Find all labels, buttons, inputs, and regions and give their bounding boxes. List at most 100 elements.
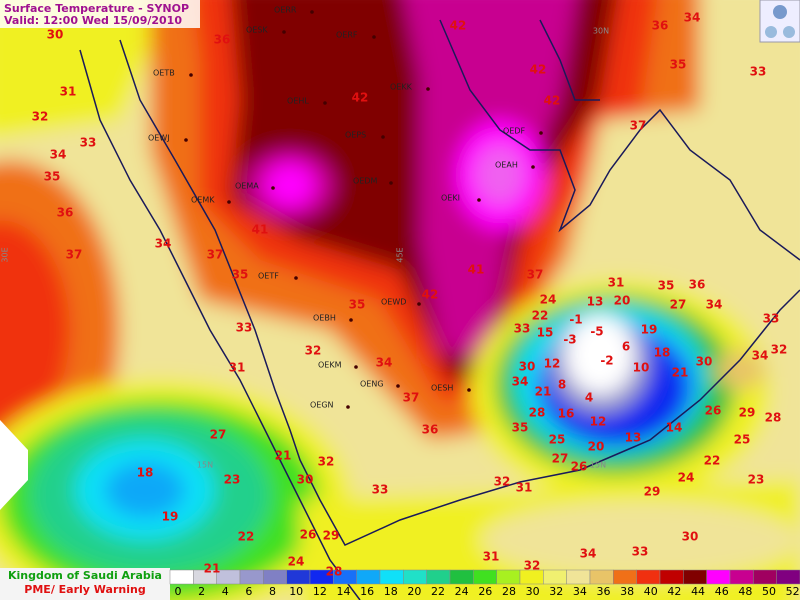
station-code: OETF: [258, 272, 279, 281]
temperature-label: 26: [300, 528, 317, 542]
station-code: OEKK: [390, 83, 413, 92]
legend-swatch: [729, 569, 754, 585]
temperature-label: 41: [252, 223, 269, 237]
legend-tick-label: 42: [667, 585, 681, 598]
temperature-label: 25: [734, 433, 751, 447]
legend-swatch: [776, 569, 800, 585]
legend-tick-label: 44: [691, 585, 705, 598]
temperature-label: 34: [155, 237, 172, 251]
temperature-label: 20: [588, 440, 605, 454]
temperature-label: 35: [512, 421, 529, 435]
legend-swatch: [613, 569, 637, 585]
title: Surface Temperature - SYNOP: [4, 2, 189, 15]
station-code: OEDF: [503, 127, 526, 136]
temperature-label: 42: [422, 288, 439, 302]
temperature-label: 24: [678, 471, 695, 485]
temperature-label: 29: [644, 485, 661, 499]
legend-tick-label: 14: [336, 585, 350, 598]
temperature-label: 30: [297, 473, 314, 487]
temperature-label: 35: [349, 298, 366, 312]
station-code: OEGN: [310, 401, 334, 410]
temperature-label: 33: [80, 136, 97, 150]
legend-tick-label: 18: [384, 585, 398, 598]
grid-label: 30N: [593, 27, 609, 36]
temperature-label: 30: [47, 28, 64, 42]
station-code: OEWD: [381, 298, 406, 307]
grid-label: 15N: [197, 461, 213, 470]
station-code: OEWJ: [148, 134, 170, 143]
station-dot: [271, 186, 275, 190]
legend-swatch: [683, 569, 707, 585]
temperature-label: 28: [326, 565, 343, 579]
footer-panel: [0, 568, 170, 600]
temperature-label: 28: [529, 406, 546, 420]
valid-time: Valid: 12:00 Wed 15/09/2010: [4, 14, 182, 27]
temperature-label: 27: [670, 298, 687, 312]
temperature-label: 33: [750, 65, 767, 79]
station-dot: [294, 276, 298, 280]
temperature-label: 33: [763, 312, 780, 326]
station-dot: [381, 135, 385, 139]
legend-tick-label: 8: [269, 585, 276, 598]
temperature-label: 32: [524, 559, 541, 573]
temperature-label: 35: [232, 268, 249, 282]
temperature-label: 32: [318, 455, 335, 469]
legend-swatch: [496, 569, 521, 585]
temperature-label: 22: [238, 530, 255, 544]
temperature-label: 28: [765, 411, 782, 425]
temperature-label: 24: [540, 293, 557, 307]
legend-tick-label: 12: [313, 585, 327, 598]
legend-tick-label: 34: [573, 585, 587, 598]
legend-swatch: [239, 569, 264, 585]
temperature-label: 42: [352, 91, 369, 105]
station-dot: [354, 365, 358, 369]
temperature-label: 21: [275, 449, 292, 463]
temperature-label: 26: [571, 460, 588, 474]
legend-tick-label: 16: [360, 585, 374, 598]
legend-tick-label: 52: [786, 585, 800, 598]
temperature-label: 16: [558, 407, 575, 421]
temperature-label: 4: [585, 391, 593, 405]
temperature-label: 19: [162, 510, 179, 524]
legend-tick-label: 22: [431, 585, 445, 598]
station-dot: [426, 87, 430, 91]
temperature-label: 21: [204, 562, 221, 576]
temperature-label: 31: [229, 361, 246, 375]
temperature-label: -2: [600, 354, 613, 368]
legend-swatch: [473, 569, 497, 585]
temperature-label: 31: [483, 550, 500, 564]
temperature-label: 37: [66, 248, 83, 262]
temperature-label: 34: [706, 298, 723, 312]
legend-swatch: [753, 569, 777, 585]
footer-country: Kingdom of Saudi Arabia: [8, 569, 162, 582]
legend-swatch: [356, 569, 381, 585]
station-dot: [372, 35, 376, 39]
temperature-label: 33: [372, 483, 389, 497]
temperature-label: 10: [633, 361, 650, 375]
legend-tick-label: 0: [175, 585, 182, 598]
logo: [759, 0, 800, 43]
station-dot: [531, 165, 535, 169]
legend-swatch: [449, 569, 474, 585]
temperature-label: 34: [684, 11, 701, 25]
header-bg: [0, 0, 200, 28]
station-dot: [282, 30, 286, 34]
temperature-label: 29: [323, 529, 340, 543]
temperature-label: 20: [614, 294, 631, 308]
temperature-label: 26: [705, 404, 722, 418]
footer-agency: PME/ Early Warning: [24, 583, 145, 596]
legend-swatch: [706, 569, 731, 585]
temperature-label: 33: [632, 545, 649, 559]
temperature-label: 41: [468, 263, 485, 277]
temperature-label: 13: [625, 431, 642, 445]
legend-tick-label: 26: [478, 585, 492, 598]
legend: 0 2 4 6 8 10 12 14 16 18 20 22 24 26 28 30 32 34 36 38 40 42 4…: [169, 569, 800, 598]
temperature-label: 18: [137, 466, 154, 480]
station-dot: [346, 405, 350, 409]
station-code: OEHL: [287, 97, 309, 106]
station-code: OETB: [153, 69, 175, 78]
legend-tick-label: 2: [198, 585, 205, 598]
station-code: OERR: [274, 6, 297, 15]
station-dot: [389, 181, 393, 185]
